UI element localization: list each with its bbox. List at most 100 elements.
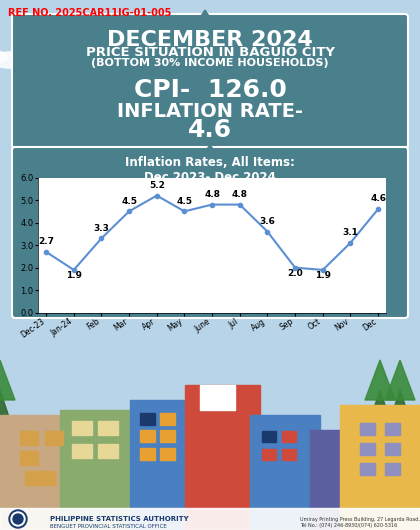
Ellipse shape: [341, 40, 368, 54]
Ellipse shape: [152, 50, 178, 64]
Bar: [60, 410, 135, 530]
Bar: [5, 425, 65, 530]
Ellipse shape: [100, 20, 130, 34]
Text: Umiray Printing Press Building, 27 Legarda Road, Baguio City: Umiray Printing Press Building, 27 Legar…: [300, 517, 420, 522]
Bar: [130, 400, 195, 530]
FancyBboxPatch shape: [12, 14, 408, 148]
Text: 3.3: 3.3: [94, 224, 109, 233]
Bar: [0, 508, 420, 530]
Bar: [360, 443, 375, 455]
Bar: [160, 430, 175, 442]
Bar: [72, 421, 92, 435]
Ellipse shape: [220, 34, 250, 49]
Text: 4.5: 4.5: [121, 197, 137, 206]
Bar: [200, 448, 214, 460]
Text: Inflation Rates, All Items:
Dec 2023- Dec 2024: Inflation Rates, All Items: Dec 2023- De…: [125, 156, 295, 184]
Polygon shape: [0, 360, 15, 400]
Bar: [98, 421, 118, 435]
Bar: [200, 385, 235, 410]
Ellipse shape: [0, 52, 30, 68]
Polygon shape: [385, 360, 415, 400]
Bar: [98, 444, 118, 458]
Ellipse shape: [313, 61, 337, 73]
Bar: [385, 443, 400, 455]
Ellipse shape: [225, 35, 275, 55]
Ellipse shape: [0, 51, 7, 63]
Circle shape: [9, 510, 27, 528]
Text: INFLATION RATE-: INFLATION RATE-: [117, 102, 303, 121]
Bar: [140, 430, 155, 442]
Text: (BOTTOM 30% INCOME HOUSEHOLDS): (BOTTOM 30% INCOME HOUSEHOLDS): [91, 58, 329, 68]
Bar: [140, 413, 155, 425]
Ellipse shape: [341, 59, 369, 72]
Ellipse shape: [83, 59, 107, 70]
Text: 2.0: 2.0: [287, 269, 303, 278]
Ellipse shape: [20, 28, 80, 52]
Text: 4.8: 4.8: [204, 190, 220, 199]
Text: 4.5: 4.5: [176, 197, 192, 206]
Ellipse shape: [247, 32, 283, 48]
Bar: [160, 413, 175, 425]
Bar: [282, 431, 296, 442]
Bar: [340, 405, 420, 530]
Ellipse shape: [292, 24, 347, 46]
Bar: [360, 423, 375, 435]
Text: 1.9: 1.9: [66, 271, 82, 280]
Ellipse shape: [128, 17, 163, 33]
Ellipse shape: [44, 25, 86, 45]
Text: PRICE SITUATION IN BAGUIO CITY: PRICE SITUATION IN BAGUIO CITY: [86, 46, 334, 59]
Ellipse shape: [105, 20, 155, 40]
Bar: [282, 449, 296, 460]
Bar: [310, 430, 365, 530]
Ellipse shape: [11, 49, 39, 61]
Bar: [385, 423, 400, 435]
Text: REF NO. 2025CAR11IG-01-005: REF NO. 2025CAR11IG-01-005: [8, 8, 171, 18]
Text: 5.2: 5.2: [149, 181, 165, 190]
Ellipse shape: [347, 41, 393, 59]
Circle shape: [13, 514, 23, 524]
Bar: [160, 448, 175, 460]
Bar: [220, 428, 234, 440]
Ellipse shape: [55, 62, 76, 72]
Text: 3.6: 3.6: [260, 217, 276, 226]
Text: 1.9: 1.9: [315, 271, 331, 280]
Ellipse shape: [63, 63, 97, 77]
Text: BENGUET PROVINCIAL STATISTICAL OFFICE: BENGUET PROVINCIAL STATISTICAL OFFICE: [50, 524, 167, 528]
Bar: [355, 410, 420, 530]
Bar: [0, 415, 70, 530]
Polygon shape: [195, 10, 215, 25]
Ellipse shape: [289, 24, 321, 40]
Bar: [385, 463, 400, 475]
Bar: [250, 415, 320, 530]
Ellipse shape: [320, 62, 360, 78]
Bar: [140, 448, 155, 460]
Text: DECEMBER 2024: DECEMBER 2024: [107, 30, 313, 50]
Circle shape: [11, 512, 25, 526]
Polygon shape: [200, 145, 220, 158]
Text: 2.7: 2.7: [38, 237, 54, 246]
Bar: [360, 463, 375, 475]
Text: Tel No.: (074) 246-8930/(074) 620-5316: Tel No.: (074) 246-8930/(074) 620-5316: [300, 523, 397, 527]
Text: 3.1: 3.1: [342, 228, 358, 237]
Bar: [262, 431, 276, 442]
Ellipse shape: [17, 28, 53, 47]
Polygon shape: [365, 360, 395, 400]
Text: PHILIPPINE STATISTICS AUTHORITY: PHILIPPINE STATISTICS AUTHORITY: [50, 516, 189, 522]
Text: 4.6: 4.6: [188, 118, 232, 142]
FancyBboxPatch shape: [12, 147, 408, 318]
Bar: [185, 385, 260, 530]
Text: 4.6: 4.6: [370, 195, 386, 204]
Polygon shape: [380, 390, 420, 450]
Ellipse shape: [179, 48, 211, 62]
Bar: [72, 444, 92, 458]
Ellipse shape: [316, 21, 354, 39]
Text: CPI-  126.0: CPI- 126.0: [134, 78, 286, 102]
Bar: [262, 449, 276, 460]
Polygon shape: [0, 390, 20, 450]
Bar: [20, 451, 38, 465]
Bar: [220, 448, 234, 460]
Bar: [25, 471, 55, 485]
Bar: [200, 428, 214, 440]
Ellipse shape: [369, 38, 401, 52]
Polygon shape: [360, 390, 400, 450]
